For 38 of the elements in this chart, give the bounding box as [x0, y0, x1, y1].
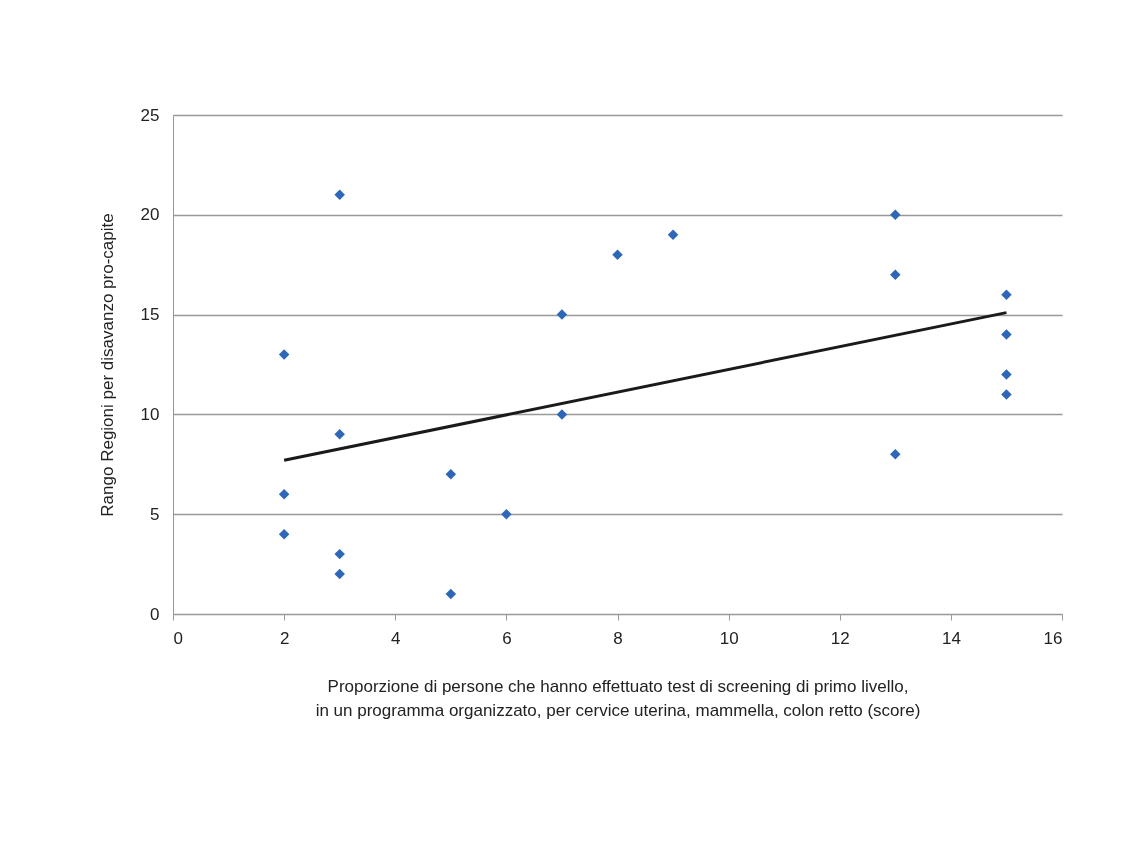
point [890, 449, 901, 460]
point [1001, 369, 1012, 380]
y-tick-label: 5 [150, 504, 160, 524]
point [556, 309, 568, 320]
x-axis-title: Proporzione di persone che hanno effettuato test di screening di primo livello, in un programma organizzato, per cervice uterina, mammella, colon retto (score) [315, 676, 921, 720]
y-axis-title: Rango Regioni per disavanzo pro-capite [97, 213, 117, 517]
x-tick-label: 10 [719, 628, 739, 648]
point [334, 189, 345, 201]
point [667, 229, 679, 240]
y-tick-label: 25 [140, 105, 160, 125]
x-tick-label: 0 [173, 628, 183, 648]
point [278, 489, 290, 500]
point [501, 508, 512, 520]
x-tick-label: 16 [1043, 628, 1063, 648]
point [278, 349, 290, 360]
point [1001, 329, 1012, 340]
x-tick-label: 8 [613, 628, 623, 648]
y-tick-label: 15 [140, 305, 160, 325]
point [445, 469, 457, 480]
x-tick-label: 12 [830, 628, 850, 648]
point [890, 269, 901, 280]
point [334, 568, 345, 580]
point [612, 249, 623, 260]
point [445, 588, 457, 600]
x-tick-label: 6 [502, 628, 512, 648]
x-tick-label: 14 [941, 628, 961, 648]
point [1001, 289, 1012, 300]
point [1001, 389, 1012, 400]
y-tick-label: 0 [150, 604, 160, 624]
point [556, 409, 568, 420]
point [334, 548, 345, 560]
point [278, 528, 290, 540]
x-tick-label: 2 [279, 628, 290, 648]
x-tick-label: 4 [391, 628, 401, 648]
point [890, 209, 901, 221]
y-tick-label: 10 [140, 404, 160, 424]
point [334, 429, 345, 440]
y-tick-label: 20 [140, 205, 160, 225]
